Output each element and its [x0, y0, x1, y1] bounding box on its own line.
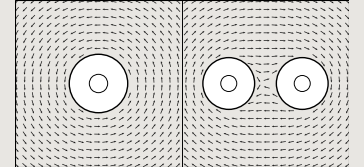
- Circle shape: [276, 58, 328, 109]
- Circle shape: [221, 75, 237, 92]
- Circle shape: [294, 75, 310, 92]
- Circle shape: [203, 58, 255, 109]
- Circle shape: [89, 74, 108, 93]
- Circle shape: [69, 54, 128, 113]
